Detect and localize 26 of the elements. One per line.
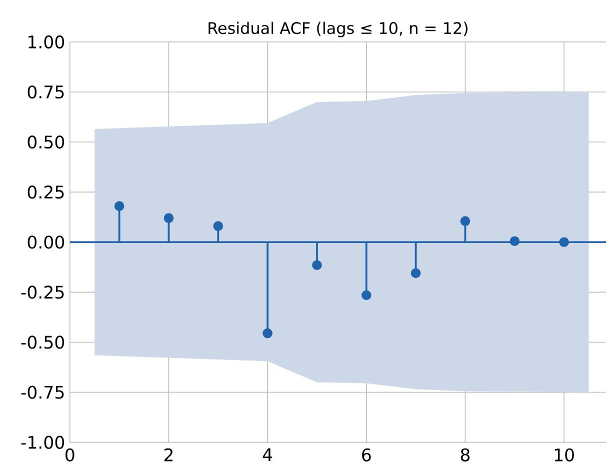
y-tick-label: -0.25 [21, 286, 64, 299]
point [410, 268, 421, 278]
x-tick-label: 4 [262, 448, 272, 461]
y-tick-label: -0.75 [21, 386, 64, 399]
x-tick-label: 0 [66, 448, 74, 462]
x-tick-label: 10 [554, 448, 574, 462]
point [262, 328, 272, 338]
y-tick-label: -1.00 [21, 436, 64, 449]
y-tick-label: 0.25 [28, 185, 64, 198]
y-tick-label: 0.75 [28, 85, 64, 98]
point [114, 201, 124, 211]
chart-title: Residual ACF (lags ≤ 10, n = 12) [208, 22, 468, 38]
point [510, 236, 520, 246]
y-tick-label: 0.50 [28, 135, 64, 148]
point [213, 221, 224, 231]
point [559, 237, 569, 247]
x-tick-label: 2 [164, 448, 172, 462]
y-tick-label: 1.00 [28, 35, 64, 48]
point [460, 216, 470, 226]
x-tick-label: 6 [362, 448, 371, 462]
point [312, 260, 322, 270]
x-tick-label: 8 [460, 448, 470, 462]
point [361, 290, 372, 300]
y-tick-label: -0.50 [21, 336, 64, 349]
y-tick-label: 0.00 [28, 235, 64, 249]
point [164, 213, 174, 223]
